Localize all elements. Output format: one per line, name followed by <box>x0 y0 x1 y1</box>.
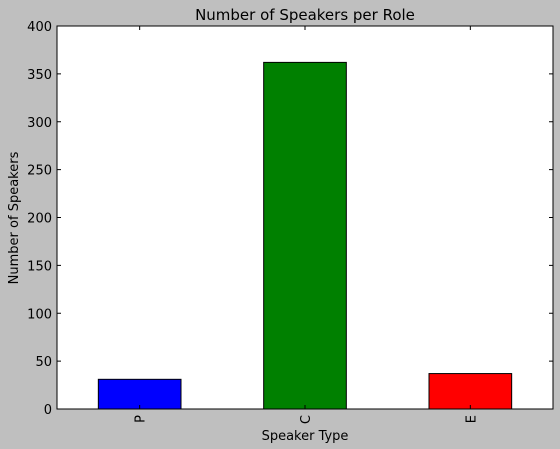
y-tick-label: 300 <box>27 116 52 131</box>
x-tick-label-E: E <box>464 415 479 423</box>
y-tick-label: 250 <box>27 164 52 179</box>
y-tick-label: 150 <box>27 259 52 274</box>
y-tick-label: 50 <box>35 355 52 370</box>
x-axis-label: Speaker Type <box>262 429 349 444</box>
bar-C <box>263 61 347 410</box>
y-tick-label: 400 <box>27 20 52 35</box>
x-tick-label-P: P <box>134 415 149 423</box>
bars-group <box>97 61 513 410</box>
bar-P <box>97 378 182 410</box>
y-tick-label: 0 <box>44 403 52 418</box>
y-axis-ticks: 0 50 100 150 200 250 300 350 400 <box>27 20 553 418</box>
chart-title: Number of Speakers per Role <box>195 6 415 24</box>
plot-frame <box>56 25 554 410</box>
x-tick-label-C: C <box>299 415 314 424</box>
y-tick-label: 350 <box>27 68 52 83</box>
bar-E <box>428 373 513 410</box>
y-tick-label: 100 <box>27 307 52 322</box>
y-tick-label: 200 <box>27 212 52 227</box>
y-axis-label: Number of Speakers <box>7 151 22 284</box>
